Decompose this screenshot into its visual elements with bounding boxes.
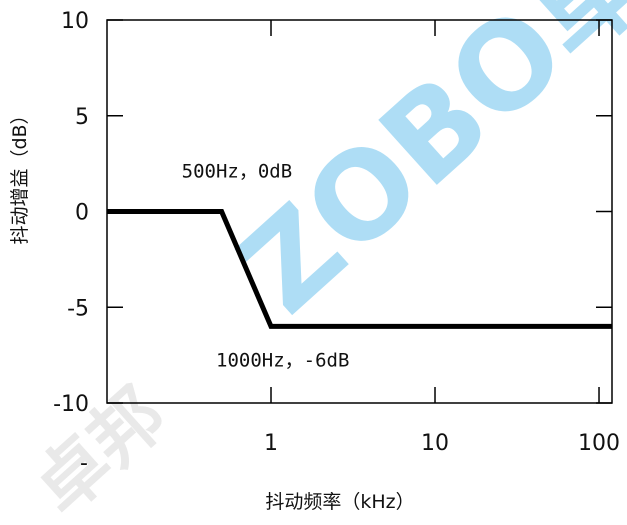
- x-tick-label: 100: [578, 431, 620, 456]
- jitter-gain-line: [107, 209, 612, 329]
- watermark-lower-text: 卓邦: [18, 372, 181, 525]
- x-tick-label: 1: [264, 431, 278, 456]
- annotation-label: 500Hz，0dB: [182, 161, 293, 183]
- y-tick-label: 0: [75, 201, 89, 226]
- y-tick-label: 5: [75, 105, 89, 130]
- y-tick-label: -5: [67, 296, 89, 321]
- y-axis-title: 抖动增益（dB）: [9, 105, 31, 244]
- y-axis-ticks: 10 5 0 -5 -10: [53, 9, 612, 417]
- x-tick-label: 10: [421, 431, 449, 456]
- y-tick-label: 10: [61, 9, 89, 34]
- y-tick-label: -10: [53, 392, 89, 417]
- watermark-lower: 卓邦: [18, 372, 181, 525]
- stray-tick-fragment: -: [80, 451, 88, 476]
- x-axis-ticks: 1 10 100: [264, 20, 620, 456]
- annotation-layer: 500Hz，0dB 1000Hz，-6dB: [182, 161, 350, 372]
- series-layer: [107, 209, 612, 329]
- x-axis-title: 抖动频率（kHz）: [265, 491, 414, 513]
- annotation-label: 1000Hz，-6dB: [216, 349, 349, 371]
